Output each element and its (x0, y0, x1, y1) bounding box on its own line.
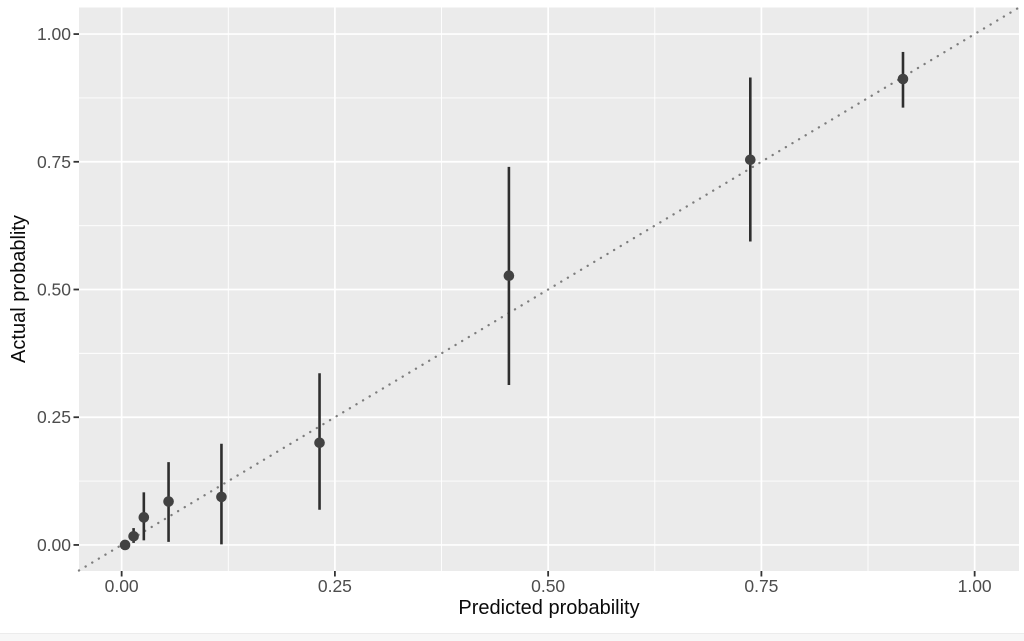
data-point (128, 530, 139, 542)
data-point (314, 437, 325, 449)
y-tick-label: 0.75 (37, 152, 71, 172)
y-tick-label: 0.00 (37, 535, 71, 555)
y-axis-title: Actual probablity (8, 215, 30, 363)
x-tick-label: 0.25 (318, 576, 352, 596)
bottom-window-strip (0, 633, 1024, 641)
x-tick-label: 1.00 (958, 576, 992, 596)
y-tick-labels: 0.00 0.25 0.50 0.75 1.00 (37, 24, 71, 555)
x-tick-label: 0.50 (531, 576, 565, 596)
x-tick-label: 0.00 (105, 576, 139, 596)
identity-reference-line (77, 6, 1021, 572)
data-point (745, 154, 756, 166)
x-tick-labels: 0.00 0.25 0.50 0.75 1.00 (105, 576, 992, 596)
data-point (163, 496, 174, 507)
data-point (216, 491, 227, 503)
x-axis-title: Predicted probability (458, 597, 640, 619)
data-points (119, 73, 909, 551)
data-point (503, 270, 515, 282)
x-tick-label: 0.75 (744, 576, 778, 596)
y-tick-label: 0.25 (37, 407, 71, 427)
data-point (138, 512, 150, 523)
y-tick-label: 1.00 (37, 24, 71, 44)
axis-tick-marks (73, 33, 976, 577)
data-point (119, 539, 131, 551)
y-tick-label: 0.50 (37, 280, 71, 300)
data-point (897, 73, 909, 85)
